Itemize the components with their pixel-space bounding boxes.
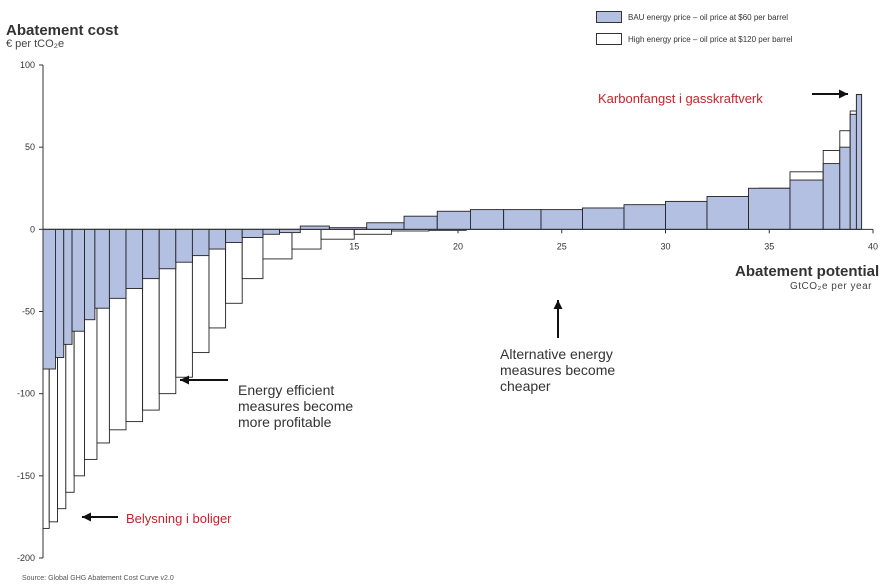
bau-bar-1 — [55, 228, 65, 358]
x-axis-title: Abatement potential — [735, 263, 880, 280]
legend-swatch-high — [596, 33, 622, 45]
bau-bar-4 — [84, 228, 96, 321]
y-tick-label-100: 100 — [20, 60, 35, 70]
y-axis-title: Abatement cost — [6, 22, 119, 39]
bau-bar-19 — [366, 222, 405, 230]
bau-bar-29 — [748, 187, 791, 230]
x-axis-unit: GtCO₂e per year — [790, 281, 872, 292]
bau-bar-34 — [855, 94, 863, 230]
arrow-carbon-capture — [812, 89, 848, 99]
bau-bar-0 — [42, 228, 56, 370]
y-axis-unit: € per tCO₂e — [6, 38, 65, 50]
arrow-lighting-head — [82, 512, 91, 522]
source-note: Source: Global GHG Abatement Cost Curve … — [22, 575, 174, 582]
annotation-carbon-capture: Karbonfangst i gasskraftverk — [598, 91, 763, 106]
bau-bar-20 — [403, 215, 438, 230]
x-tick-label-25: 25 — [557, 241, 567, 251]
high-bar-19 — [353, 228, 393, 235]
bau-bar-3 — [71, 228, 85, 332]
annotation-lighting: Belysning i boliger — [126, 511, 232, 526]
annotation-efficient: Energy efficient measures become more pr… — [238, 382, 353, 430]
legend: BAU energy price – oil price at $60 per … — [596, 10, 793, 54]
legend-item-bau: BAU energy price – oil price at $60 per … — [596, 10, 793, 24]
y-tick-label-0: 0 — [30, 224, 35, 234]
y-tick-label--50: -50 — [22, 307, 35, 317]
bau-bar-31 — [822, 163, 841, 230]
bau-bar-27 — [665, 200, 708, 230]
ticks: 100 50 0 -50 -100 -150 -200 15 20 25 30 35 40 — [17, 60, 878, 563]
bau-bar-12 — [208, 228, 227, 250]
arrow-efficient-head — [180, 375, 189, 385]
legend-label-high: High energy price – oil price at $120 pe… — [628, 34, 793, 44]
bars-high-series — [42, 94, 863, 529]
bau-bar-6 — [108, 228, 127, 299]
arrows — [82, 89, 848, 522]
x-tick-label-30: 30 — [660, 241, 670, 251]
x-tick-label-40: 40 — [868, 241, 878, 251]
legend-label-bau: BAU energy price – oil price at $60 per … — [628, 12, 789, 22]
bau-bar-28 — [706, 196, 749, 230]
legend-item-high: High energy price – oil price at $120 pe… — [596, 32, 793, 46]
annotation-alternative-line1: Alternative energy — [500, 346, 613, 362]
bau-bar-26 — [623, 204, 666, 230]
bau-bar-32 — [839, 146, 851, 230]
bau-bar-10 — [175, 228, 193, 263]
bau-bar-15 — [262, 228, 281, 235]
legend-swatch-bau — [596, 11, 622, 23]
y-tick-label-50: 50 — [25, 142, 35, 152]
arrow-carbon-capture-head — [839, 89, 848, 99]
x-tick-label-15: 15 — [349, 241, 359, 251]
bau-bar-24 — [540, 209, 583, 230]
bau-bar-11 — [191, 228, 210, 257]
annotation-alternative-line2: measures become — [500, 362, 616, 378]
y-tick-label--150: -150 — [17, 471, 35, 481]
bau-bar-9 — [158, 228, 177, 270]
annotation-alternative-line3: cheaper — [500, 378, 551, 394]
annotation-efficient-line1: Energy efficient — [238, 382, 335, 398]
annotation-efficient-line2: measures become — [238, 398, 354, 414]
bau-bar-5 — [94, 228, 110, 309]
bau-bar-7 — [125, 228, 144, 289]
bau-bar-14 — [241, 228, 264, 238]
x-tick-label-20: 20 — [453, 241, 463, 251]
arrow-efficient — [180, 375, 228, 385]
arrow-lighting — [82, 512, 118, 522]
annotation-efficient-line3: more profitable — [238, 414, 332, 430]
bau-bar-22 — [470, 209, 505, 230]
bau-bar-13 — [225, 228, 243, 243]
bau-bar-2 — [63, 228, 73, 345]
arrow-alternative — [553, 300, 563, 338]
bau-bar-21 — [436, 210, 471, 230]
high-bar-18 — [320, 228, 355, 240]
bau-bar-33 — [849, 113, 857, 230]
bau-bar-25 — [582, 207, 625, 230]
annotation-alternative: Alternative energy measures become cheap… — [500, 346, 615, 394]
x-tick-label-35: 35 — [764, 241, 774, 251]
bau-bar-30 — [789, 179, 824, 230]
bau-bar-8 — [142, 228, 160, 280]
arrow-alternative-head — [553, 300, 563, 309]
bau-bar-23 — [503, 209, 542, 230]
y-tick-label--100: -100 — [17, 389, 35, 399]
y-tick-label--200: -200 — [17, 553, 35, 563]
